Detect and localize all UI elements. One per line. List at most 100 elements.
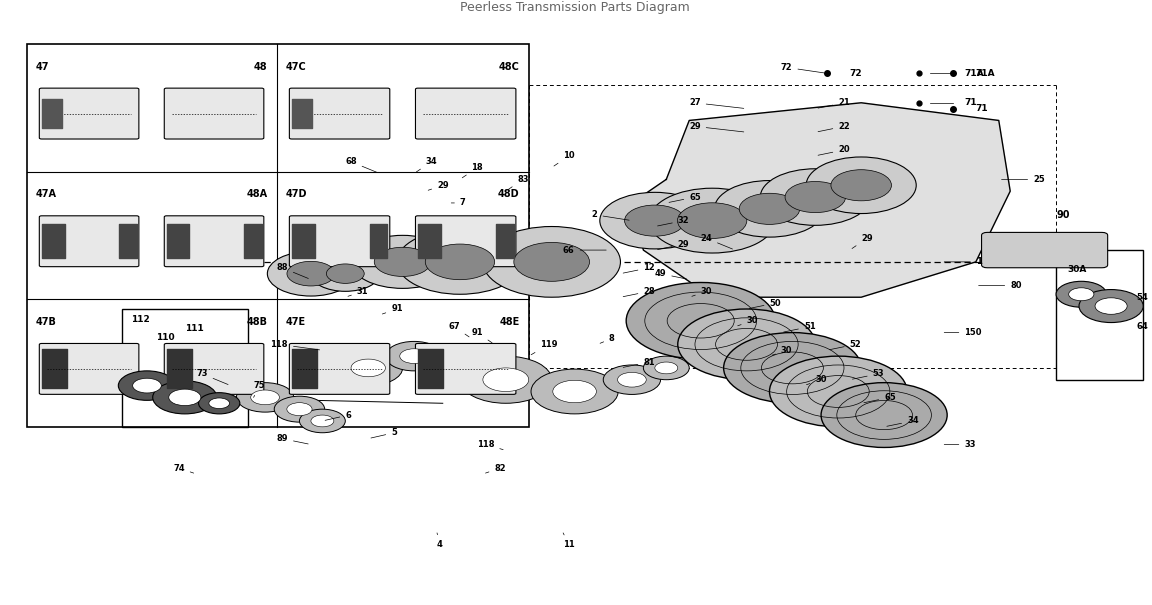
- Circle shape: [821, 382, 947, 448]
- Circle shape: [267, 251, 355, 296]
- Circle shape: [236, 382, 294, 412]
- Text: 54: 54: [1136, 293, 1149, 302]
- Text: 80: 80: [978, 281, 1022, 290]
- Text: 53: 53: [852, 369, 885, 379]
- FancyBboxPatch shape: [289, 88, 389, 139]
- Text: 18: 18: [462, 163, 483, 178]
- Text: 118: 118: [477, 440, 503, 450]
- Text: 91: 91: [382, 304, 403, 314]
- Circle shape: [251, 390, 280, 405]
- Circle shape: [287, 403, 312, 416]
- FancyBboxPatch shape: [416, 344, 516, 394]
- Text: 47D: 47D: [286, 189, 308, 199]
- Circle shape: [831, 170, 892, 201]
- Text: 10: 10: [554, 151, 575, 166]
- Text: 74: 74: [173, 463, 194, 473]
- Circle shape: [723, 333, 862, 404]
- Text: 22: 22: [818, 122, 850, 132]
- FancyBboxPatch shape: [289, 344, 389, 394]
- Circle shape: [714, 180, 825, 237]
- Text: 65: 65: [669, 192, 700, 203]
- Circle shape: [334, 350, 403, 385]
- Circle shape: [531, 369, 619, 414]
- Text: 111: 111: [184, 324, 204, 333]
- Circle shape: [425, 244, 494, 280]
- Circle shape: [351, 235, 454, 289]
- Text: 118: 118: [271, 340, 319, 350]
- Text: 48A: 48A: [247, 189, 267, 199]
- Text: 21: 21: [818, 98, 850, 108]
- Text: 82: 82: [485, 463, 506, 473]
- Text: 33: 33: [945, 440, 976, 449]
- Text: 29: 29: [658, 240, 689, 249]
- Text: 91: 91: [471, 328, 492, 343]
- Text: 30: 30: [772, 345, 793, 355]
- Text: 8: 8: [600, 334, 615, 343]
- Circle shape: [770, 356, 907, 427]
- Circle shape: [374, 247, 431, 276]
- Circle shape: [326, 264, 364, 283]
- Text: 88: 88: [276, 263, 309, 278]
- Title: Peerless Transmission Parts Diagram: Peerless Transmission Parts Diagram: [460, 1, 689, 15]
- Text: 71A: 71A: [964, 69, 984, 78]
- Text: 47A: 47A: [36, 189, 56, 199]
- Text: 2: 2: [592, 210, 629, 220]
- Text: 89: 89: [276, 434, 309, 444]
- Text: 75: 75: [253, 381, 265, 397]
- Circle shape: [209, 398, 229, 408]
- FancyBboxPatch shape: [39, 344, 139, 394]
- Text: 71: 71: [964, 98, 977, 107]
- Circle shape: [1069, 288, 1094, 301]
- Polygon shape: [632, 103, 1010, 297]
- Circle shape: [624, 205, 685, 236]
- Text: 29: 29: [429, 181, 448, 190]
- Text: 71: 71: [976, 104, 988, 113]
- Circle shape: [654, 362, 677, 374]
- Circle shape: [274, 396, 325, 422]
- Text: 34: 34: [416, 157, 437, 172]
- Text: 64: 64: [1136, 322, 1149, 331]
- Text: 47E: 47E: [286, 317, 305, 327]
- Text: 90: 90: [1056, 210, 1069, 220]
- Text: 34: 34: [887, 416, 918, 427]
- Text: 6: 6: [325, 411, 351, 420]
- FancyBboxPatch shape: [416, 88, 516, 139]
- Text: 32: 32: [658, 216, 689, 226]
- FancyBboxPatch shape: [39, 88, 139, 139]
- Text: 112: 112: [131, 315, 150, 324]
- Text: 4: 4: [437, 533, 442, 549]
- Circle shape: [483, 226, 621, 297]
- Text: 110: 110: [157, 333, 175, 342]
- Text: 30: 30: [806, 375, 827, 385]
- Text: 24: 24: [700, 234, 733, 249]
- FancyBboxPatch shape: [165, 344, 264, 394]
- Text: 30: 30: [692, 287, 712, 296]
- Text: 73: 73: [196, 369, 228, 385]
- Text: 48C: 48C: [499, 62, 520, 71]
- Text: 67: 67: [448, 322, 469, 337]
- Text: 27: 27: [689, 98, 744, 108]
- Circle shape: [132, 378, 161, 393]
- Text: 12: 12: [623, 263, 655, 273]
- Text: 65: 65: [864, 393, 896, 403]
- Circle shape: [168, 389, 200, 405]
- Bar: [1056, 250, 1143, 380]
- Circle shape: [1056, 281, 1107, 307]
- Text: 48: 48: [253, 62, 267, 71]
- Circle shape: [397, 229, 523, 294]
- Circle shape: [806, 157, 916, 214]
- Circle shape: [514, 243, 590, 281]
- Text: 150: 150: [945, 328, 982, 337]
- Text: 47B: 47B: [36, 317, 56, 327]
- Text: 47C: 47C: [286, 62, 306, 71]
- Circle shape: [617, 372, 646, 387]
- Text: 47: 47: [36, 62, 50, 71]
- Circle shape: [400, 348, 429, 364]
- Circle shape: [785, 182, 846, 212]
- FancyBboxPatch shape: [289, 216, 389, 267]
- Text: 50: 50: [749, 299, 781, 309]
- Circle shape: [604, 365, 660, 394]
- FancyBboxPatch shape: [39, 216, 139, 267]
- Circle shape: [287, 261, 335, 286]
- Text: 72: 72: [781, 63, 824, 73]
